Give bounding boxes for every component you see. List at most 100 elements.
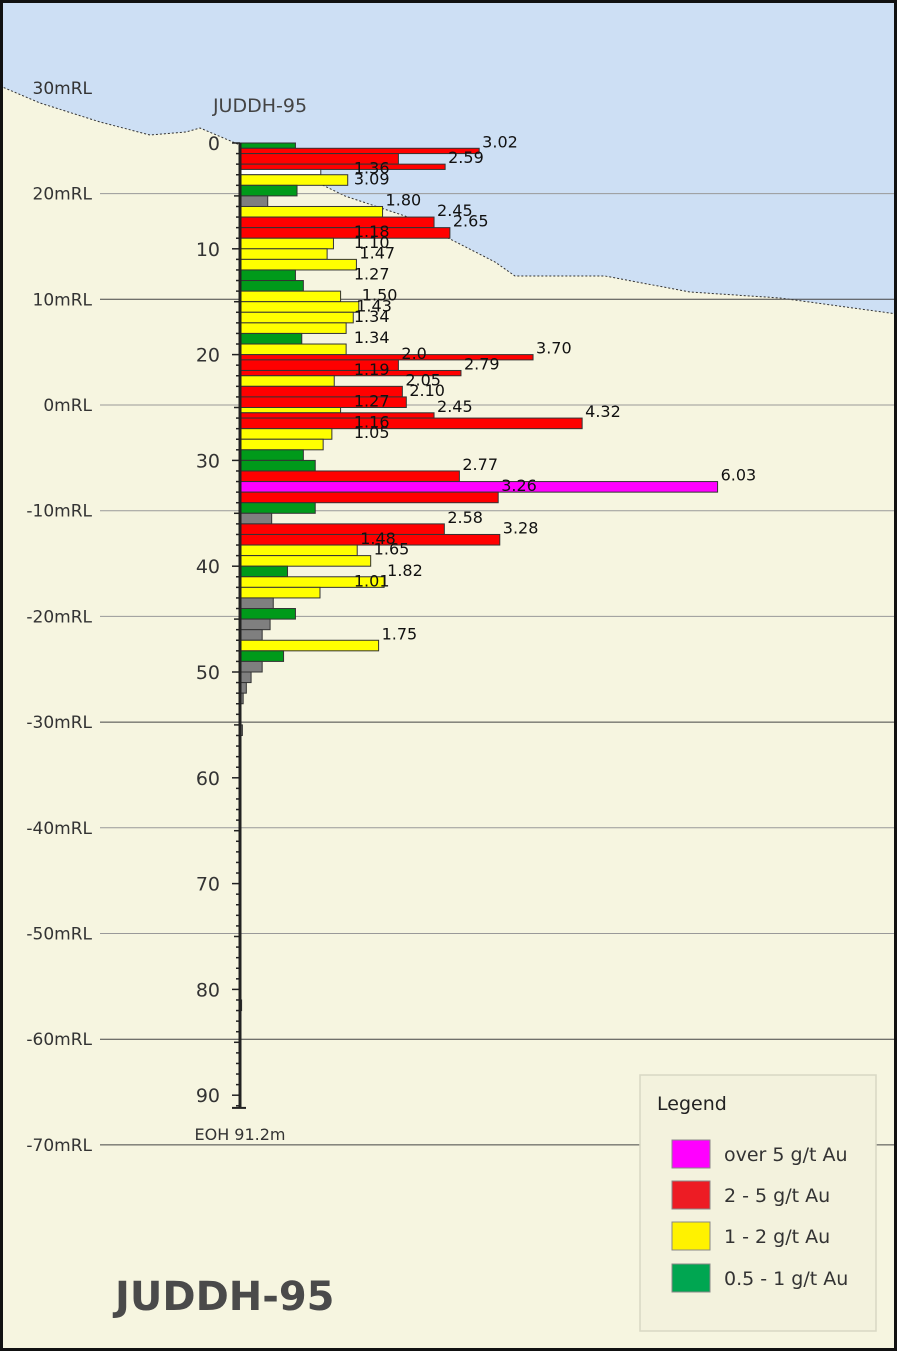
assay-bar-yellow [239,174,349,186]
rl-label: 0mRL [43,396,92,416]
assay-bar-yellow [239,544,358,557]
assay-bar-yellow [239,639,380,652]
depth-tick-label: 10 [196,239,220,261]
grade-label: 1.36 [354,159,390,178]
legend-title: Legend [657,1093,727,1115]
assay-bar-gray [239,629,263,641]
assay-bar-yellow [239,248,328,260]
assay-bar-green [239,184,298,197]
rl-label: -20mRL [26,607,92,627]
grade-label: 2.45 [437,201,473,220]
grade-labels: 3.022.591.363.091.802.452.651.181.101.47… [354,132,756,643]
depth-tick-label: 0 [208,133,220,155]
grade-label: 3.26 [501,476,537,495]
grade-label: 2.65 [453,212,489,231]
assay-bar-yellow [239,428,333,440]
rl-label: -40mRL [26,819,92,839]
legend-label-1to2: 1 - 2 g/t Au [724,1226,830,1248]
assay-bar-red [239,163,446,170]
assay-bar-red [239,523,445,535]
assay-bar-green [239,459,316,472]
rl-label: -60mRL [26,1030,92,1050]
grade-label: 3.09 [354,169,390,188]
assay-bar-yellow [239,290,342,303]
legend-label-over5: over 5 g/t Au [724,1144,848,1166]
grade-label: 1.47 [359,243,395,262]
assay-bar-yellow [239,407,342,414]
legend-label-2to5: 2 - 5 g/t Au [724,1185,830,1207]
rl-label: 10mRL [33,290,93,310]
assay-bar-yellow [239,237,334,250]
depth-tick-label: 70 [196,874,220,896]
assay-bar-green [239,269,296,282]
depth-tick-label: 60 [196,768,220,790]
assay-bar-green [239,502,316,514]
grade-label: 2.45 [437,397,473,416]
assay-bar-green [239,565,289,578]
assay-bar-magenta [239,481,719,493]
assay-bar-green [239,280,304,292]
grade-label: 3.02 [482,132,518,151]
assay-bar-yellow [239,322,347,334]
assay-bar-gray [239,512,273,525]
assay-bar-red [239,147,480,155]
legend-swatch-2to5 [671,1180,711,1210]
assay-bar-yellow [239,555,372,567]
grade-label: 4.32 [585,402,621,421]
assay-bar-white [239,168,322,176]
assay-bar-yellow [239,205,384,218]
assay-bar-green [239,142,296,149]
assay-bar-green [239,650,285,662]
grade-label: 2.77 [462,455,498,474]
grade-label: 1.65 [374,540,410,559]
assay-bar-yellow [239,375,335,387]
assay-bar-gray [239,618,271,631]
rl-label: -30mRL [26,713,92,733]
grade-label: 2.10 [409,381,445,400]
depth-tick-label: 90 [196,1085,220,1107]
rl-label: 30mRL [33,79,93,99]
assay-bar-red [239,417,583,430]
assay-bar-yellow [239,343,347,356]
assay-bar-gray [239,195,269,207]
grade-label: 1.27 [354,392,390,411]
sky-fill [0,0,897,314]
grade-label: 1.50 [362,286,398,305]
assay-bar-red [239,216,435,229]
grade-label: 1.43 [356,296,392,315]
assay-bar-gray [239,660,263,673]
legend-swatch-over5 [671,1139,711,1169]
grade-label: 1.80 [386,190,422,209]
assay-bar-yellow [239,301,360,313]
assay-bar-green [239,449,304,461]
grade-label: 3.70 [536,339,572,358]
ground-surface-line [0,85,897,315]
rl-label: -70mRL [26,1136,92,1156]
grade-label: 1.82 [387,561,423,580]
grade-label: 2.05 [405,370,441,389]
assay-bar-red [239,491,499,504]
assay-bar-green [239,332,303,345]
grade-label: 1.34 [354,307,390,326]
hole-label: JUDDH-95 [212,95,307,117]
assay-bar-red [239,412,435,419]
big-title: JUDDH-95 [112,1274,335,1320]
grade-label: 6.03 [721,466,757,485]
grade-label: 1.75 [382,624,418,643]
grade-label: 2.0 [401,344,426,363]
depth-tick-label: 40 [196,556,220,578]
rl-label: -10mRL [26,502,92,522]
grade-label: 1.01 [354,571,390,590]
eoh-label: EOH 91.2m [194,1125,285,1144]
grade-label: 2.59 [448,148,484,167]
grade-label: 1.16 [354,413,390,432]
assay-bar-green [239,608,296,620]
legend-label-05to1: 0.5 - 1 g/t Au [724,1268,848,1290]
assay-bar-yellow [239,258,357,271]
depth-axis: 0 10 20 30 40 50 60 70 80 90 [196,133,246,1109]
grade-label: 1.19 [354,360,390,379]
legend: Legend over 5 g/t Au 2 - 5 g/t Au 1 - 2 … [639,1074,877,1332]
